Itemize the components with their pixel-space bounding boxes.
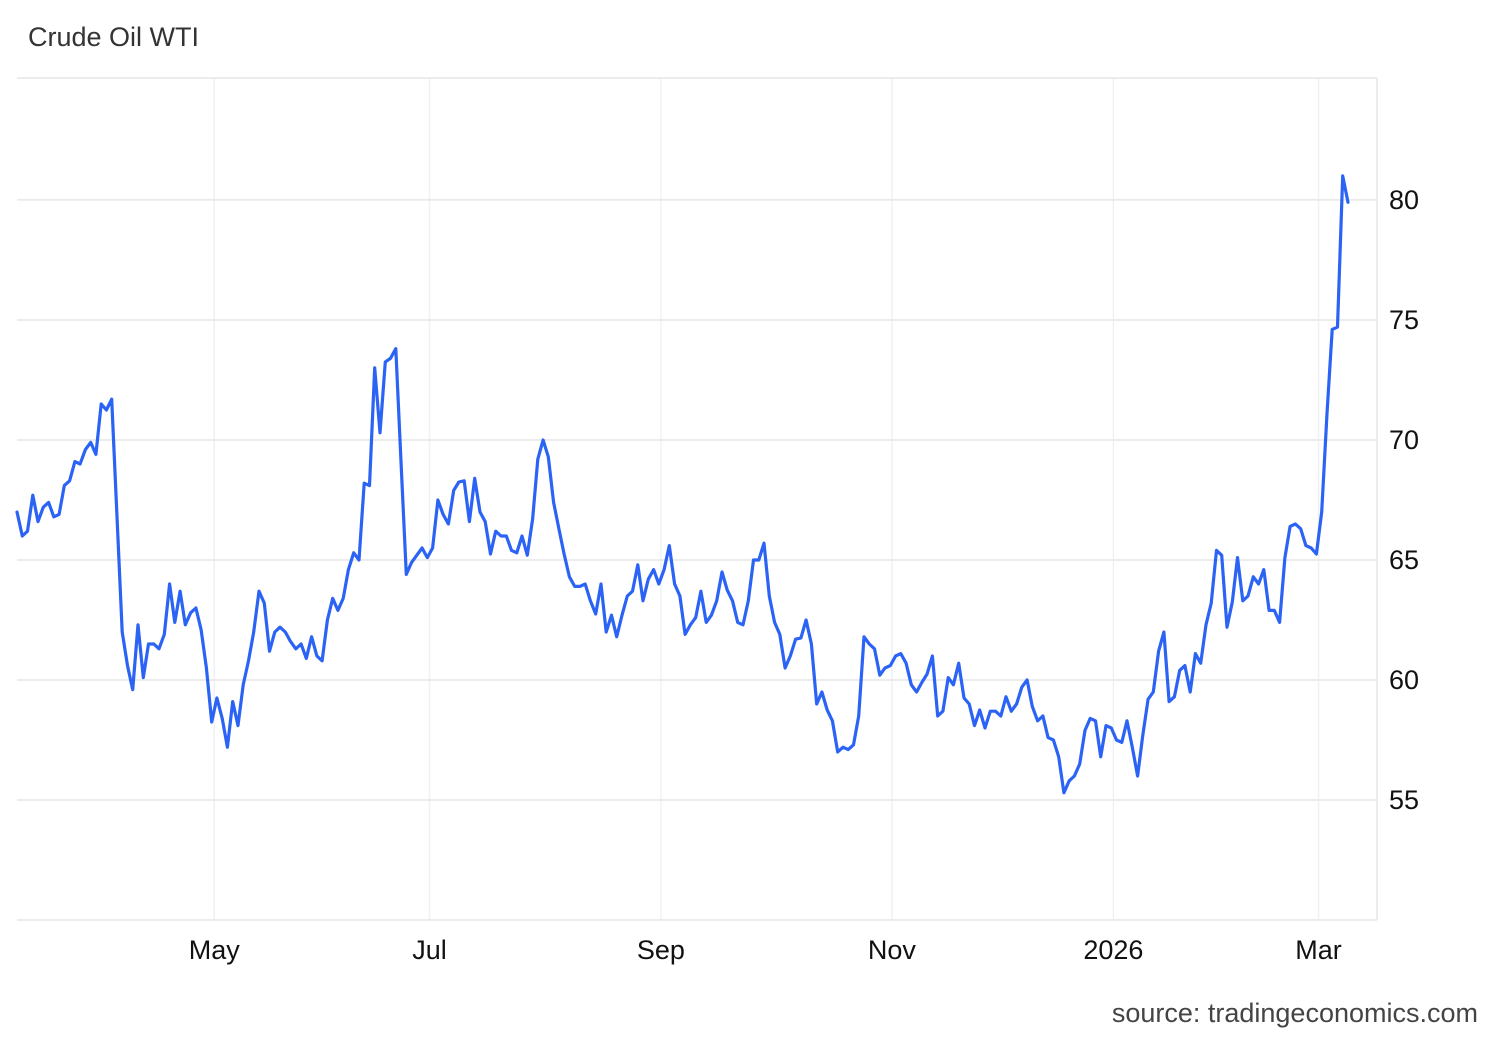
- vertical-gridlines: [213, 78, 1320, 920]
- y-tick-label: 80: [1389, 185, 1419, 215]
- x-tick-label: Nov: [868, 935, 917, 965]
- x-tick-label: Jul: [412, 935, 447, 965]
- y-tick-label: 60: [1389, 665, 1419, 695]
- x-tick-label: 2026: [1083, 935, 1143, 965]
- chart-title: Crude Oil WTI: [28, 22, 200, 52]
- source-credit[interactable]: source: tradingeconomics.com: [1111, 998, 1478, 1028]
- y-tick-label: 55: [1389, 785, 1419, 815]
- y-tick-label: 75: [1389, 305, 1419, 335]
- y-tick-label: 70: [1389, 425, 1419, 455]
- x-tick-labels: May Jul Sep Nov 2026 Mar: [189, 935, 1342, 965]
- x-tick-label: Sep: [637, 935, 685, 965]
- series-line: [15, 174, 1350, 795]
- y-tick-labels: 55 60 65 70 75 80: [1389, 185, 1419, 815]
- x-tick-label: Mar: [1295, 935, 1342, 965]
- x-tick-label: May: [189, 935, 241, 965]
- y-tick-label: 65: [1389, 545, 1419, 575]
